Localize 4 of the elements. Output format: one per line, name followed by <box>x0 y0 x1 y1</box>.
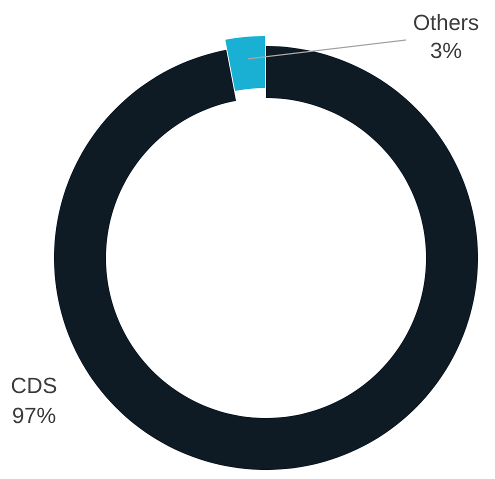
data-label: 3% <box>430 38 462 63</box>
slice-label: CDS <box>10 373 58 398</box>
slice-label: Others <box>412 10 480 35</box>
data-label: 97% <box>12 403 56 428</box>
